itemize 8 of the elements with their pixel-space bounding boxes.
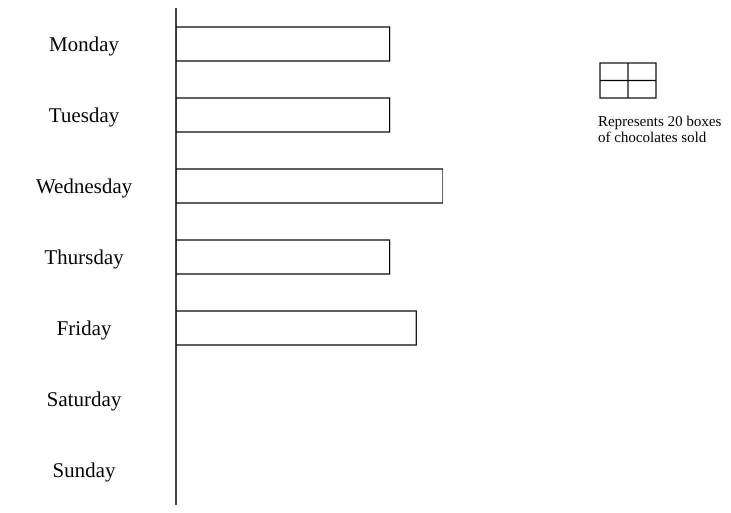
y-tick-label: Thursday	[44, 244, 124, 269]
y-tick-label: Friday	[56, 316, 112, 340]
y-tick-label: Saturday	[46, 386, 122, 411]
y-tick-label: Monday	[49, 32, 120, 56]
y-tick-label: Sunday	[52, 458, 116, 482]
text: Represents 20 boxes of chocolates sold	[598, 114, 722, 146]
y-tick-label: Wednesday	[36, 174, 133, 198]
y-tick-label: Tuesday	[48, 102, 120, 127]
